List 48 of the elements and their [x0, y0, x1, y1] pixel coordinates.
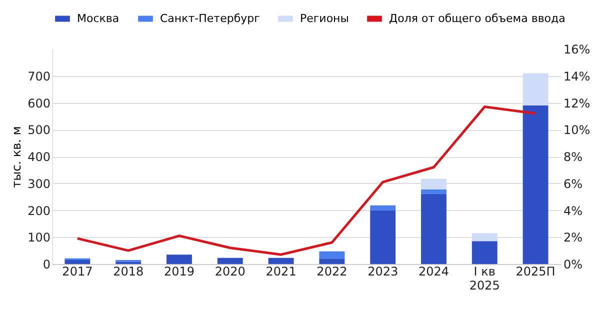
y-tick-label: 300 — [28, 176, 50, 191]
y2-tick-label: 0% — [564, 258, 583, 272]
bar — [217, 258, 243, 264]
legend-label: Москва — [77, 12, 120, 25]
bar — [370, 210, 396, 264]
y2-tick-label: 4% — [564, 204, 583, 218]
bar — [319, 258, 345, 264]
y-tick-label: 700 — [28, 69, 50, 84]
y2-tick-label: 14% — [564, 69, 590, 84]
y-tick-label: 200 — [28, 204, 50, 218]
bar — [421, 178, 446, 190]
bar — [166, 254, 192, 264]
y2-tick-label: 6% — [564, 176, 583, 191]
y-tick-label: 600 — [28, 96, 50, 110]
bar — [472, 241, 498, 264]
bar — [370, 205, 396, 210]
bar — [472, 233, 498, 242]
x-tick-label: 2022 — [316, 264, 348, 278]
bar — [268, 258, 294, 264]
y-tick-label: 0 — [42, 258, 50, 272]
y-tick-label: 500 — [28, 123, 50, 138]
y2-tick-label: 2% — [564, 230, 583, 245]
x-tick-label: 2017 — [62, 264, 93, 278]
bar — [522, 105, 548, 264]
x-tick-label: 2021 — [266, 264, 296, 278]
y-tick-label: 400 — [28, 150, 50, 164]
y2-tick-label: 16% — [564, 42, 590, 56]
x-tick-label: 2019 — [164, 264, 195, 278]
x-tick-label: 2020 — [214, 264, 246, 278]
x-tick-label: 2024 — [418, 264, 450, 278]
legend-label: Доля от общего объема ввода — [389, 12, 566, 25]
y2-tick-label: 10% — [564, 123, 590, 138]
bar — [421, 194, 446, 264]
legend-label: Санкт-Петербург — [160, 12, 260, 25]
y-axis-title: тыс. кв. м — [10, 126, 24, 188]
bar — [319, 251, 345, 259]
x-tick-label: I кв 2025 — [469, 264, 500, 292]
y-tick-label: 100 — [28, 230, 50, 245]
x-tick-label: 2025П — [516, 264, 556, 278]
legend-label: Регионы — [300, 12, 349, 25]
x-tick-label: 2023 — [368, 264, 398, 278]
x-tick-label: 2018 — [113, 264, 144, 278]
line-series — [76, 106, 537, 256]
bar — [421, 190, 446, 194]
y2-tick-label: 12% — [564, 96, 590, 110]
bar — [64, 260, 90, 264]
y2-tick-label: 8% — [564, 150, 583, 164]
bar — [522, 73, 548, 106]
